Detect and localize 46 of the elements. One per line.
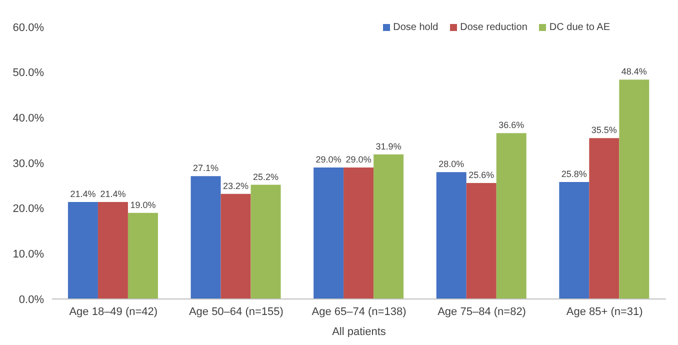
data-label: 27.1% [193,163,219,174]
bar [436,172,466,299]
y-tick-label: 60.0% [12,22,44,34]
bar [98,202,128,299]
data-label: 21.4% [70,188,96,199]
data-label: 48.4% [621,66,647,77]
data-label: 25.2% [253,172,279,182]
y-tick-label: 50.0% [12,67,44,80]
x-tick-label: Age 85+ (n=31) [566,306,643,318]
data-label: 21.4% [100,188,126,199]
legend-label: Dose reduction [459,22,528,33]
data-label: 25.8% [561,169,587,180]
x-tick-label: Age 75–84 (n=82) [438,306,526,318]
legend-label: DC due to AE [548,22,610,33]
y-tick-label: 10.0% [12,248,44,261]
bar [250,184,281,299]
data-label: 25.6% [468,170,494,180]
bar [619,80,650,299]
x-tick-label: Age 18–49 (n=42) [69,306,158,318]
bar [128,212,158,299]
bar [559,182,590,299]
bar [220,194,251,299]
legend-label: Dose hold [392,22,438,33]
x-axis-title: All patients [332,326,386,338]
bar [344,168,374,299]
data-label: 29.0% [346,154,372,165]
bar [466,182,496,299]
bar [496,133,526,299]
data-label: 35.5% [591,125,617,136]
x-tick-label: Age 50–64 (n=155) [188,306,284,318]
bar [190,176,221,299]
data-label: 36.6% [498,120,524,130]
y-tick-label: 20.0% [12,203,44,216]
bar [314,168,344,299]
data-label: 19.0% [130,200,156,210]
bar [68,202,98,299]
data-label: 28.0% [438,159,464,170]
y-tick-label: 40.0% [12,112,44,125]
data-label: 29.0% [316,154,342,165]
bar [374,154,404,299]
y-tick-label: 0.0% [18,294,44,306]
bar [589,138,620,299]
data-label: 23.2% [223,180,249,191]
data-label: 31.9% [376,141,402,152]
x-tick-label: Age 65–74 (n=138) [312,306,406,318]
y-tick-label: 30.0% [12,158,44,170]
